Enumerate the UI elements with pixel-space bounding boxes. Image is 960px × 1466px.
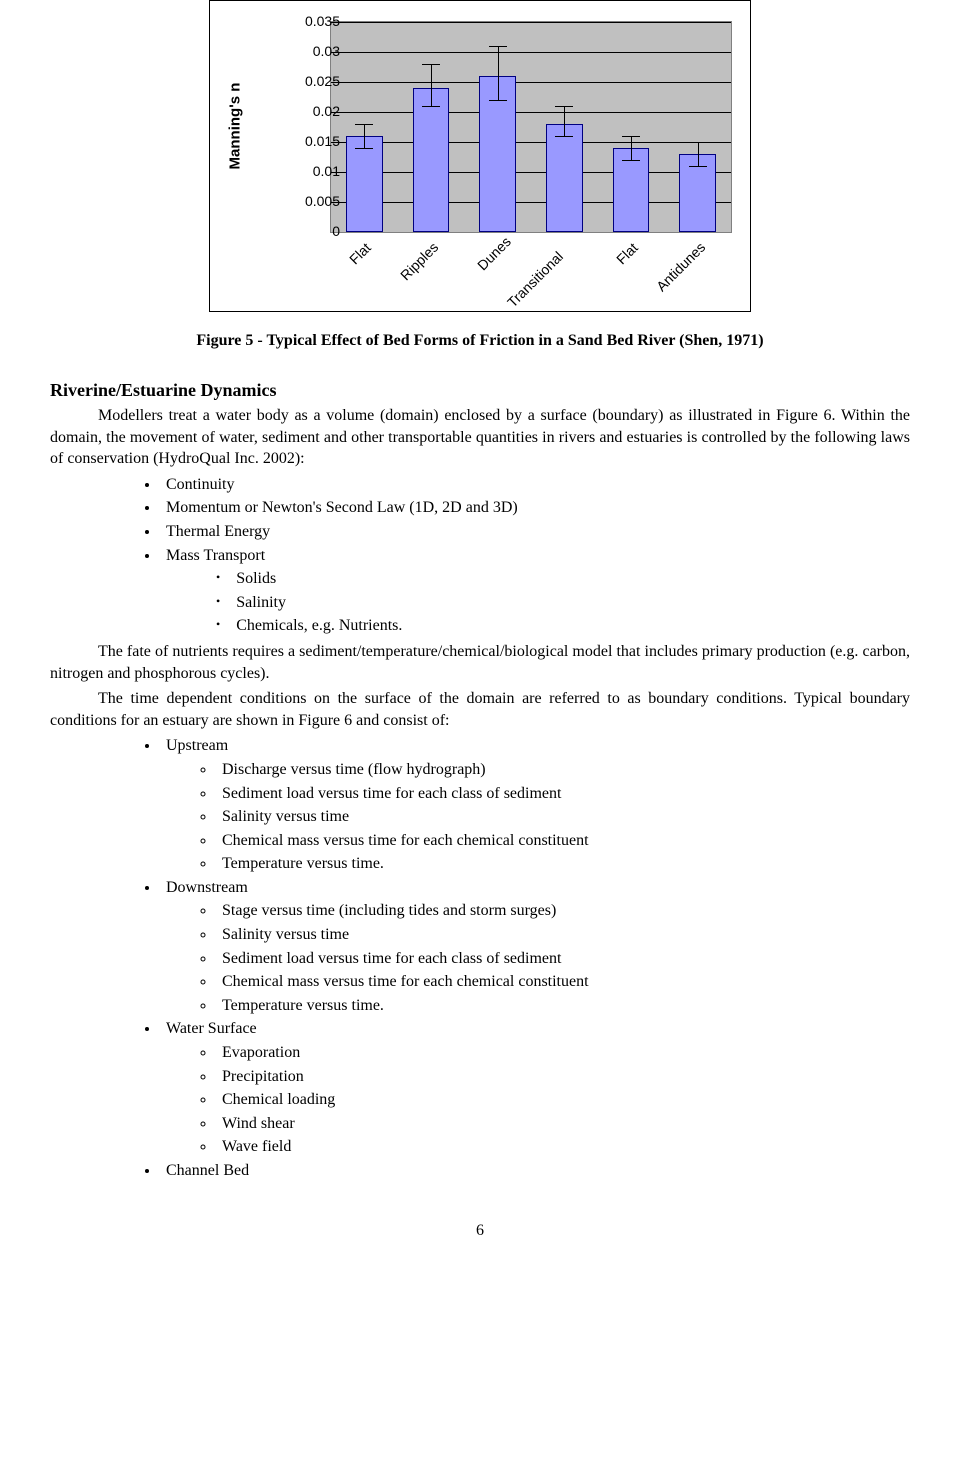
chart-bar (346, 136, 383, 232)
list-item: Mass Transport Solids Salinity Chemicals… (160, 545, 910, 637)
chart-ytick-label: 0 (280, 223, 340, 239)
laws-list: Continuity Momentum or Newton's Second L… (50, 474, 910, 637)
list-item: Wave field (216, 1136, 910, 1158)
list-item: Thermal Energy (160, 521, 910, 543)
chart-ytick-label: 0.03 (280, 43, 340, 59)
list-item-label: Mass Transport (166, 547, 265, 564)
chart-ylabel: Manning's n (227, 83, 244, 170)
water-surface-sublist: Evaporation Precipitation Chemical loadi… (166, 1042, 910, 1158)
chart-xtick-label: Dunes (474, 233, 514, 273)
page-number: 6 (50, 1222, 910, 1240)
chart-container: Manning's n 0 0.005 0.01 0.015 0.02 0.025 0.03… (209, 0, 751, 312)
section-heading: Riverine/Estuarine Dynamics (50, 380, 910, 401)
list-item: Sediment load versus time for each class… (216, 783, 910, 805)
downstream-sublist: Stage versus time (including tides and s… (166, 900, 910, 1016)
list-item: Salinity versus time (216, 924, 910, 946)
paragraph-intro: Modellers treat a water body as a volume… (50, 405, 910, 470)
figure-caption: Figure 5 - Typical Effect of Bed Forms o… (50, 332, 910, 350)
chart-xtick-label: Antidunes (653, 239, 708, 294)
list-item: Temperature versus time. (216, 853, 910, 875)
chart-ytick-label: 0.015 (280, 133, 340, 149)
list-item: Wind shear (216, 1113, 910, 1135)
list-item: Chemical mass versus time for each chemi… (216, 971, 910, 993)
list-item: Salinity versus time (216, 806, 910, 828)
list-item: Sediment load versus time for each class… (216, 948, 910, 970)
list-item-water-surface: Water Surface Evaporation Precipitation … (160, 1018, 910, 1158)
list-item: Stage versus time (including tides and s… (216, 900, 910, 922)
page: Manning's n 0 0.005 0.01 0.015 0.02 0.025 0.03… (0, 0, 960, 1280)
chart-plot-area (330, 21, 732, 233)
chart-xtick-label: Transitional (504, 248, 566, 310)
list-item: Chemical mass versus time for each chemi… (216, 830, 910, 852)
list-item: Salinity (216, 592, 910, 614)
list-item: Discharge versus time (flow hydrograph) (216, 759, 910, 781)
chart-xtick-label: Flat (613, 240, 641, 268)
list-item: Evaporation (216, 1042, 910, 1064)
list-item-label: Water Surface (166, 1020, 257, 1037)
upstream-sublist: Discharge versus time (flow hydrograph) … (166, 759, 910, 875)
paragraph-boundary-intro: The time dependent conditions on the sur… (50, 688, 910, 731)
chart-ytick-label: 0.005 (280, 193, 340, 209)
list-item: Momentum or Newton's Second Law (1D, 2D … (160, 497, 910, 519)
chart-bar (413, 88, 450, 232)
list-item-channel-bed: Channel Bed (160, 1160, 910, 1182)
list-item-upstream: Upstream Discharge versus time (flow hyd… (160, 735, 910, 875)
list-item: Chemical loading (216, 1089, 910, 1111)
list-item-downstream: Downstream Stage versus time (including … (160, 877, 910, 1017)
list-item: Continuity (160, 474, 910, 496)
chart-ytick-label: 0.02 (280, 103, 340, 119)
boundary-conditions-list: Upstream Discharge versus time (flow hyd… (50, 735, 910, 1181)
list-item-label: Downstream (166, 879, 248, 896)
chart-ytick-label: 0.01 (280, 163, 340, 179)
list-item: Precipitation (216, 1066, 910, 1088)
chart-ytick-label: 0.025 (280, 73, 340, 89)
chart-bar (546, 124, 583, 232)
list-item: Solids (216, 568, 910, 590)
chart-xtick-label: Ripples (397, 239, 441, 283)
chart-ytick-label: 0.035 (280, 13, 340, 29)
paragraph-nutrients: The fate of nutrients requires a sedimen… (50, 641, 910, 684)
list-item: Temperature versus time. (216, 995, 910, 1017)
mass-transport-sublist: Solids Salinity Chemicals, e.g. Nutrient… (166, 568, 910, 637)
list-item: Chemicals, e.g. Nutrients. (216, 615, 910, 637)
list-item-label: Upstream (166, 737, 228, 754)
chart-xtick-label: Flat (346, 240, 374, 268)
